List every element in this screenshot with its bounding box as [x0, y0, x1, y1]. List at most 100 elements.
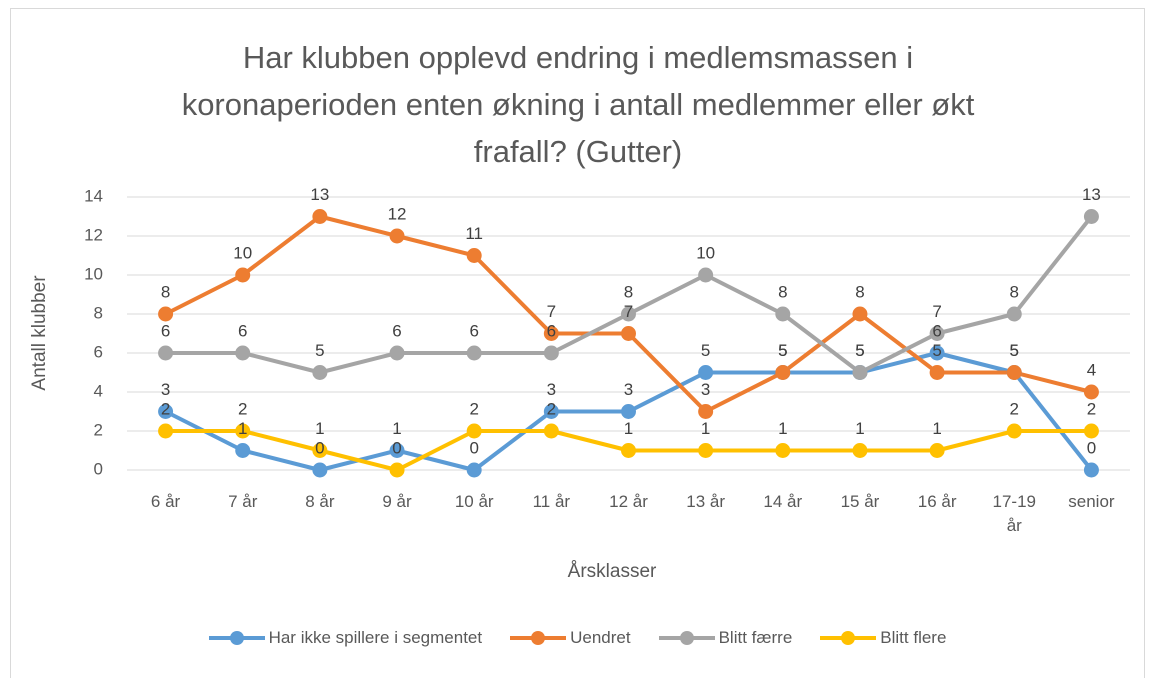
point-marker: [312, 443, 328, 458]
data-label: 6: [238, 321, 247, 340]
legend-item: Blitt flere: [820, 628, 946, 648]
point-marker: [158, 404, 174, 419]
point-marker: [466, 345, 482, 361]
point-marker: [1006, 423, 1022, 439]
y-tick-label: 10: [84, 264, 103, 283]
point-marker: [698, 443, 714, 458]
y-tick-label: 0: [94, 459, 103, 478]
data-label: 6: [161, 321, 170, 340]
x-tick-label: 11 år: [532, 492, 571, 511]
x-tick-label: 14 år: [763, 492, 803, 511]
data-label: 6: [469, 321, 478, 340]
x-tick-label: 10 år: [454, 492, 494, 511]
legend-item: Har ikke spillere i segmentet: [208, 628, 483, 648]
point-marker: [389, 443, 405, 458]
data-label: 12: [388, 204, 407, 223]
point-marker: [543, 345, 559, 361]
y-axis-title: Antall klubber: [29, 275, 50, 391]
data-label: 1: [932, 419, 941, 438]
legend-marker: [531, 631, 546, 645]
point-marker: [775, 443, 791, 458]
data-label: 13: [310, 185, 329, 204]
point-marker: [235, 443, 251, 458]
legend-swatch: [208, 631, 265, 645]
y-tick-label: 4: [94, 381, 103, 400]
data-label: 8: [778, 282, 787, 301]
x-tick-label: 6 år: [150, 492, 181, 511]
data-label: 1: [778, 419, 787, 438]
data-label: 8: [855, 282, 864, 301]
legend-marker: [679, 631, 694, 645]
point-marker: [466, 423, 482, 439]
point-marker: [389, 228, 405, 244]
data-label: 11: [465, 224, 483, 243]
point-marker: [312, 462, 328, 478]
data-label: 0: [1087, 438, 1096, 457]
data-label: 3: [161, 380, 170, 399]
point-marker: [312, 365, 328, 380]
point-marker: [1006, 306, 1022, 322]
point-marker: [929, 365, 945, 380]
point-marker: [852, 365, 868, 380]
point-marker: [1006, 365, 1022, 380]
point-marker: [235, 345, 251, 361]
point-marker: [698, 404, 714, 419]
data-label: 0: [469, 438, 478, 457]
data-label: 2: [1010, 399, 1019, 418]
data-label: 2: [1087, 399, 1096, 418]
point-marker: [235, 267, 251, 283]
point-marker: [621, 326, 636, 341]
y-tick-label: 6: [94, 342, 103, 361]
point-marker: [389, 462, 405, 478]
point-marker: [466, 248, 482, 263]
point-marker: [1083, 423, 1099, 439]
data-label: 7: [624, 302, 633, 321]
legend-label: Uendret: [570, 628, 631, 647]
legend-marker: [229, 631, 244, 645]
data-label: 2: [238, 399, 247, 418]
y-tick-label: 8: [94, 303, 103, 322]
data-label: 4: [1087, 360, 1096, 379]
point-marker: [1083, 462, 1099, 478]
data-label: 3: [547, 380, 556, 399]
y-tick-label: 2: [94, 420, 103, 439]
data-label: 5: [1010, 341, 1019, 360]
data-label: 10: [696, 243, 715, 262]
x-tick-label: senior: [1068, 492, 1115, 511]
x-tick-label: 12 år: [609, 492, 648, 511]
data-label: 5: [855, 341, 864, 360]
data-label: 3: [701, 380, 710, 399]
data-label: 5: [778, 341, 787, 360]
point-marker: [929, 345, 945, 361]
point-marker: [312, 209, 328, 224]
data-label: 2: [161, 399, 170, 418]
point-marker: [621, 404, 636, 419]
legend-item: Blitt færre: [658, 628, 793, 648]
x-axis-title: Årsklasser: [568, 561, 657, 582]
x-tick-label: 15 år: [840, 492, 880, 511]
point-marker: [466, 462, 482, 478]
x-tick-label: 17-19 år: [992, 492, 1036, 535]
data-label: 5: [1010, 341, 1019, 360]
point-marker: [543, 326, 559, 341]
data-label: 1: [238, 419, 247, 438]
point-marker: [929, 443, 945, 458]
data-label: 13: [1082, 185, 1101, 204]
point-marker: [929, 326, 945, 341]
data-label: 3: [624, 380, 633, 399]
data-label: 1: [315, 419, 324, 438]
y-tick-label: 14: [84, 186, 103, 205]
legend-swatch: [510, 631, 567, 645]
legend-label: Blitt færre: [718, 628, 793, 647]
x-tick-label: 7 år: [228, 492, 258, 511]
legend-label: Har ikke spillere i segmentet: [268, 628, 483, 647]
data-label: 5: [701, 341, 710, 360]
data-label: 6: [392, 321, 401, 340]
data-label: 2: [547, 399, 556, 418]
data-label: 1: [855, 419, 864, 438]
y-tick-label: 12: [84, 225, 103, 244]
data-label: 0: [392, 438, 401, 457]
point-marker: [543, 423, 559, 439]
data-label: 6: [932, 321, 941, 340]
